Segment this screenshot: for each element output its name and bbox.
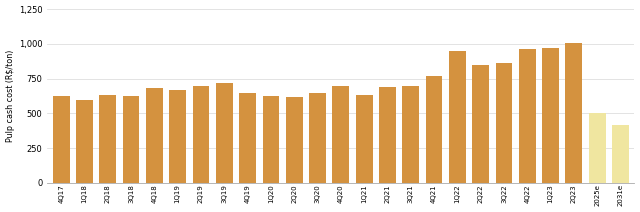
Bar: [286, 97, 303, 183]
Bar: [309, 93, 326, 183]
Bar: [495, 63, 513, 183]
Y-axis label: Pulp cash cost (R$/ton): Pulp cash cost (R$/ton): [6, 50, 15, 142]
Bar: [123, 96, 140, 183]
Bar: [379, 87, 396, 183]
Bar: [262, 96, 279, 183]
Bar: [193, 86, 209, 183]
Bar: [612, 125, 629, 183]
Bar: [566, 43, 582, 183]
Bar: [332, 86, 349, 183]
Bar: [146, 88, 163, 183]
Bar: [356, 95, 372, 183]
Bar: [170, 91, 186, 183]
Bar: [426, 76, 442, 183]
Bar: [542, 48, 559, 183]
Bar: [403, 86, 419, 183]
Bar: [53, 96, 70, 183]
Bar: [239, 92, 256, 183]
Bar: [76, 100, 93, 183]
Bar: [216, 84, 233, 183]
Bar: [472, 65, 489, 183]
Bar: [519, 49, 536, 183]
Bar: [449, 52, 466, 183]
Bar: [589, 113, 605, 183]
Bar: [99, 95, 116, 183]
